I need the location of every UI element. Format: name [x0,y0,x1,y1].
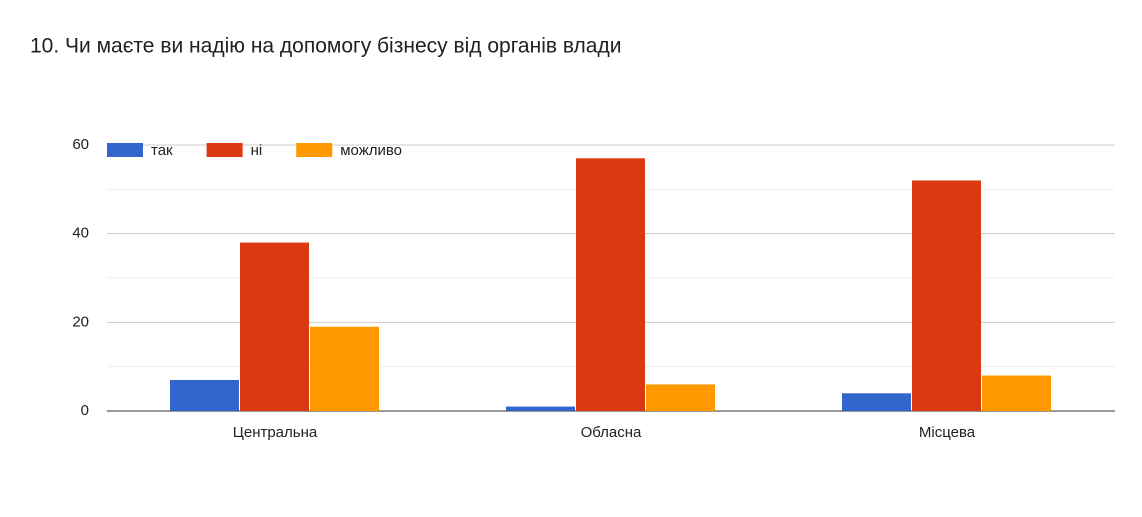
legend-swatch [296,143,333,157]
legend-label: можливо [340,142,402,159]
bar [842,393,911,411]
y-tick-label: 0 [81,402,89,419]
x-tick-label: Місцева [919,424,976,441]
legend-label: так [151,142,173,159]
legend-label: ні [251,142,263,159]
y-tick-label: 60 [72,136,89,153]
bar [506,406,575,411]
bar [310,326,379,411]
bar [576,158,645,411]
x-tick-label: Обласна [581,424,642,441]
bar [982,375,1051,411]
legend-swatch [107,143,143,157]
y-tick-label: 20 [72,313,89,330]
bar [240,242,309,411]
x-tick-label: Центральна [233,424,318,441]
chart-title: 10. Чи маєте ви надію на допомогу бізнес… [30,35,621,58]
bar [912,180,981,411]
legend-swatch [206,143,243,157]
y-tick-label: 40 [72,225,89,242]
bar [646,384,715,411]
bar [170,379,239,411]
